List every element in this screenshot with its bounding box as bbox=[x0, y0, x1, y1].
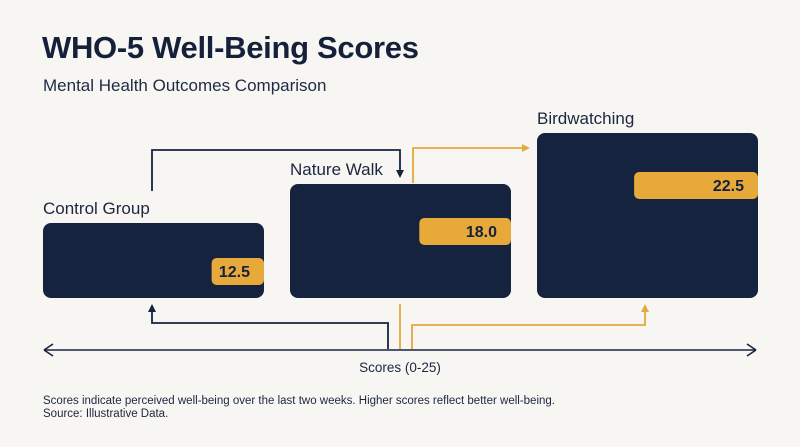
x-axis-label: Scores (0-25) bbox=[359, 360, 441, 375]
value-label: 22.5 bbox=[713, 178, 744, 195]
value-bar bbox=[419, 218, 511, 245]
arrow-axis-to-birdwatching bbox=[411, 304, 649, 349]
category-label: Control Group bbox=[43, 199, 150, 218]
connector-arrows bbox=[148, 144, 649, 349]
bar-groups: Control Group 12.5 Nature Walk 18.0 Birdwatc… bbox=[43, 109, 758, 298]
category-card bbox=[290, 184, 511, 298]
x-axis-left-arrowhead bbox=[43, 343, 54, 357]
value-bar bbox=[634, 172, 758, 199]
footnote-line-1: Scores indicate perceived well-being ove… bbox=[43, 395, 555, 407]
arrow-control-to-nature bbox=[151, 149, 404, 191]
value-label: 12.5 bbox=[219, 264, 250, 281]
x-axis-right-arrowhead bbox=[746, 343, 757, 357]
category-label: Nature Walk bbox=[290, 160, 383, 179]
value-label: 18.0 bbox=[466, 224, 497, 241]
value-bar bbox=[211, 258, 264, 285]
chart-subtitle: Mental Health Outcomes Comparison bbox=[43, 76, 327, 95]
footnote-source: Source: Illustrative Data. bbox=[43, 408, 169, 420]
arrow-nature-to-birdwatching bbox=[412, 144, 530, 183]
arrow-axis-to-control bbox=[148, 304, 389, 349]
category-label: Birdwatching bbox=[537, 109, 634, 128]
x-axis-label-bg bbox=[340, 358, 460, 376]
category-card bbox=[43, 223, 264, 298]
category-card bbox=[537, 133, 758, 298]
footnote: Scores indicate perceived well-being ove… bbox=[43, 395, 555, 421]
chart-title: WHO-5 Well-Being Scores bbox=[42, 30, 419, 65]
x-axis: Scores (0-25) bbox=[43, 343, 757, 376]
